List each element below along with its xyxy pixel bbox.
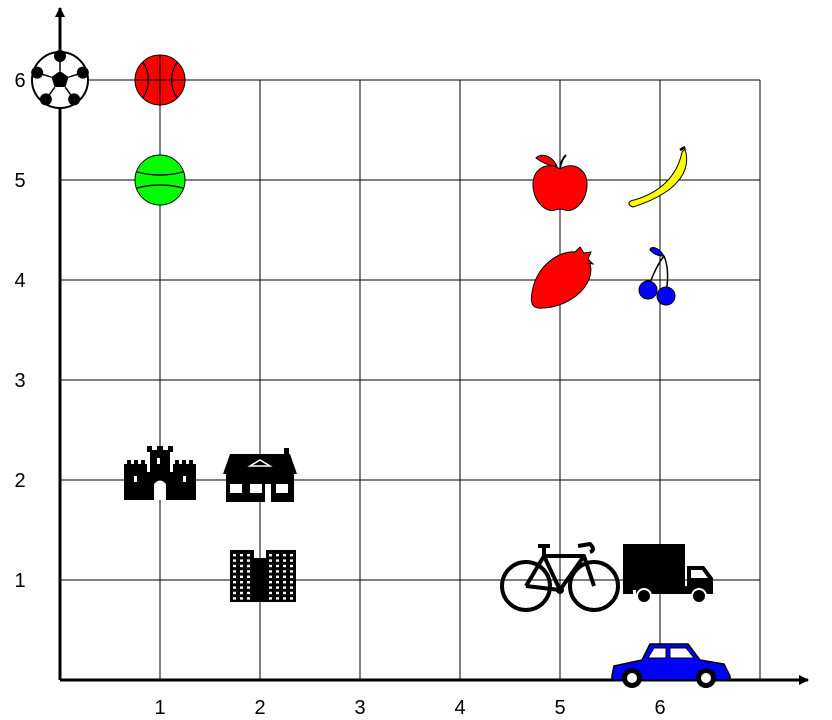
icons-layer bbox=[31, 50, 731, 688]
x-tick-label: 6 bbox=[654, 697, 665, 719]
bicycle-icon bbox=[500, 542, 620, 612]
car-icon bbox=[611, 643, 731, 688]
y-tick-label: 6 bbox=[14, 70, 25, 92]
x-tick-label: 3 bbox=[354, 697, 365, 719]
y-tick-label: 5 bbox=[14, 170, 25, 192]
cherries-icon bbox=[638, 247, 676, 306]
truck-icon bbox=[623, 544, 713, 604]
x-tick-label: 2 bbox=[254, 697, 265, 719]
y-tick-label: 3 bbox=[14, 370, 25, 392]
y-tick-label: 1 bbox=[14, 570, 25, 592]
x-tick-label: 5 bbox=[554, 697, 565, 719]
basketball-icon bbox=[134, 54, 186, 106]
apartment-building-icon bbox=[230, 550, 296, 602]
house-icon bbox=[223, 448, 297, 502]
apple-icon bbox=[532, 154, 588, 211]
banana-icon bbox=[628, 145, 688, 208]
x-tick-label: 4 bbox=[454, 697, 465, 719]
y-tick-label: 4 bbox=[14, 270, 25, 292]
soccer-ball-icon bbox=[31, 50, 89, 109]
strawberry-icon bbox=[530, 246, 595, 309]
castle-icon bbox=[124, 446, 196, 500]
y-tick-label: 2 bbox=[14, 470, 25, 492]
tick-labels: 1 2 3 4 5 6 1 2 3 4 5 6 bbox=[14, 70, 665, 719]
tennis-ball-icon bbox=[134, 154, 186, 206]
x-tick-label: 1 bbox=[154, 697, 165, 719]
